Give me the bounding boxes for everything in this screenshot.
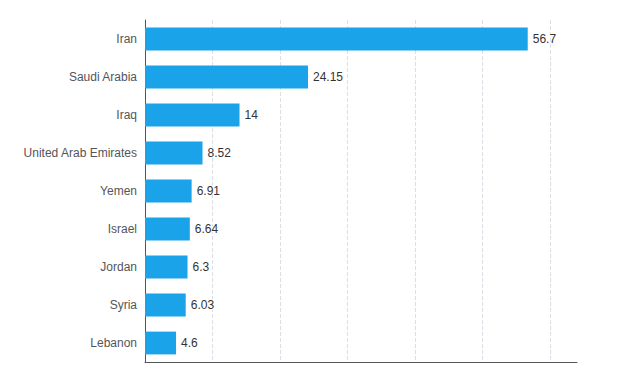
svg-text:6.3: 6.3 bbox=[193, 260, 210, 274]
svg-text:24.15: 24.15 bbox=[313, 70, 343, 84]
svg-text:14: 14 bbox=[245, 108, 259, 122]
svg-text:Syria: Syria bbox=[110, 298, 138, 312]
svg-text:United Arab Emirates: United Arab Emirates bbox=[24, 146, 137, 160]
svg-text:Yemen: Yemen bbox=[100, 184, 137, 198]
svg-text:56.7: 56.7 bbox=[533, 32, 557, 46]
svg-text:Jordan: Jordan bbox=[100, 260, 137, 274]
svg-text:Lebanon: Lebanon bbox=[90, 336, 137, 350]
svg-text:6.64: 6.64 bbox=[195, 222, 219, 236]
svg-text:4.6: 4.6 bbox=[181, 336, 198, 350]
svg-text:Israel: Israel bbox=[108, 222, 137, 236]
svg-text:Iraq: Iraq bbox=[116, 108, 137, 122]
svg-text:6.03: 6.03 bbox=[191, 298, 215, 312]
svg-text:Saudi Arabia: Saudi Arabia bbox=[69, 70, 137, 84]
svg-text:Iran: Iran bbox=[116, 32, 137, 46]
svg-text:6.91: 6.91 bbox=[197, 184, 221, 198]
svg-text:8.52: 8.52 bbox=[208, 146, 232, 160]
